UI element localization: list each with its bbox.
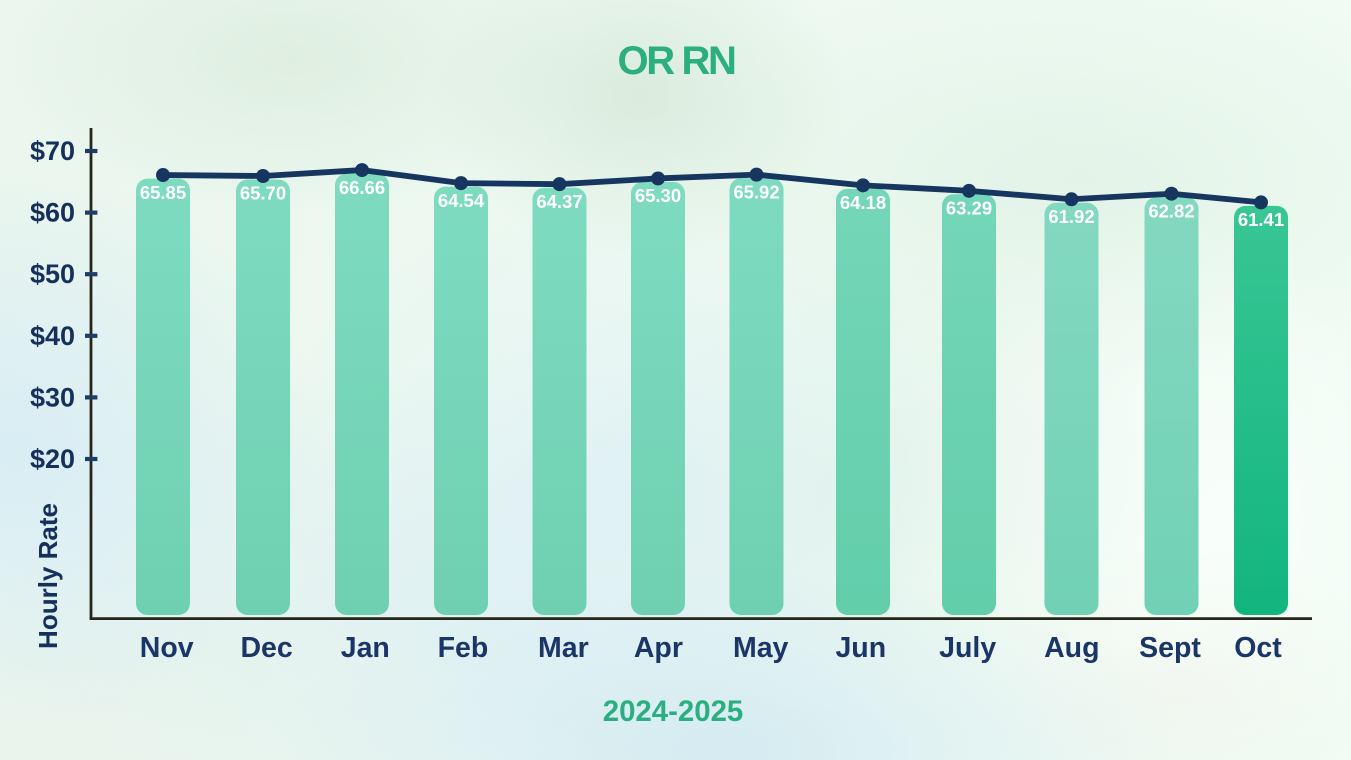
svg-text:Sept: Sept [1139,632,1201,664]
svg-text:Dec: Dec [240,632,292,664]
svg-text:May: May [733,632,789,664]
svg-text:62.82: 62.82 [1148,200,1194,221]
svg-text:64.18: 64.18 [840,192,886,213]
svg-text:61.92: 61.92 [1048,206,1094,227]
svg-text:$70: $70 [30,136,75,166]
svg-text:2024-2025: 2024-2025 [603,695,744,728]
svg-text:66.66: 66.66 [339,177,385,198]
svg-text:Aug: Aug [1044,632,1099,664]
svg-text:Hourly Rate: Hourly Rate [33,503,63,649]
svg-text:Mar: Mar [538,632,589,664]
svg-text:63.29: 63.29 [946,198,992,219]
svg-text:Nov: Nov [140,632,194,664]
svg-text:$30: $30 [30,382,75,412]
svg-text:$50: $50 [30,259,75,289]
svg-text:Feb: Feb [438,632,489,664]
svg-text:64.54: 64.54 [438,190,485,211]
svg-text:65.70: 65.70 [240,183,286,204]
svg-text:July: July [939,632,996,664]
svg-text:$40: $40 [30,321,75,351]
svg-text:$60: $60 [30,198,75,228]
svg-text:$20: $20 [30,444,75,474]
svg-text:OR RN: OR RN [618,39,735,83]
svg-text:64.37: 64.37 [536,191,582,212]
svg-text:Jan: Jan [341,632,390,664]
svg-text:65.92: 65.92 [733,181,779,202]
svg-text:65.85: 65.85 [140,182,186,203]
svg-text:Oct: Oct [1234,632,1282,664]
svg-text:Apr: Apr [634,632,683,664]
svg-text:61.41: 61.41 [1238,209,1284,230]
svg-text:65.30: 65.30 [635,185,681,206]
svg-text:Jun: Jun [835,632,886,664]
